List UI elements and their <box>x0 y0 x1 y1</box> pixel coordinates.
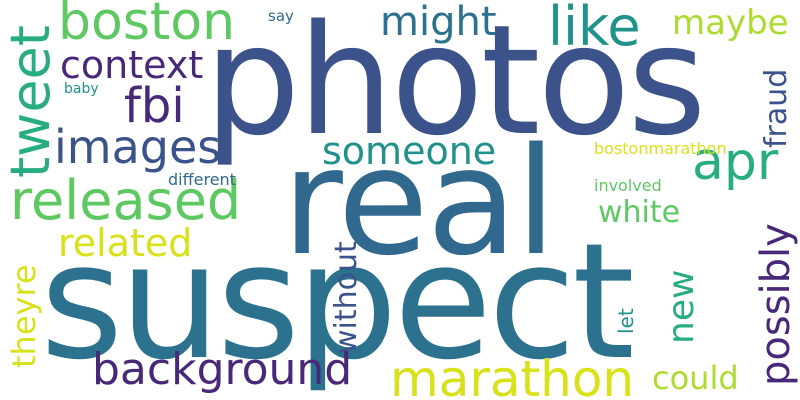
word-released: released <box>10 169 242 232</box>
word-baby: baby <box>64 81 99 97</box>
word-suspect: suspect <box>40 208 635 395</box>
word-context: context <box>60 43 204 87</box>
word-possibly: possibly <box>753 223 799 386</box>
word-tweet: tweet <box>0 25 62 178</box>
word-apr: apr <box>692 132 779 192</box>
word-someone: someone <box>322 129 497 173</box>
word-related: related <box>58 221 193 265</box>
word-fraud: fraud <box>759 68 794 148</box>
word-images: images <box>54 120 222 174</box>
word-photos: photos <box>204 0 707 169</box>
word-marathon: marathon <box>390 350 635 400</box>
word-could: could <box>652 359 739 397</box>
word-like: like <box>548 0 641 58</box>
word-white: white <box>598 195 681 230</box>
word-say: say <box>268 7 294 25</box>
word-theyre: theyre <box>5 264 43 368</box>
word-background: background <box>92 344 353 395</box>
word-different: different <box>168 170 236 189</box>
word-bostonmarathon: bostonmarathon <box>594 139 727 158</box>
word-fbi: fbi <box>124 78 185 134</box>
word-might: might <box>380 0 497 45</box>
word-boston: boston <box>58 0 236 52</box>
word-involved: involved <box>594 176 662 195</box>
word-new: new <box>661 269 702 344</box>
word-maybe: maybe <box>672 3 789 43</box>
word-let: let <box>614 308 638 334</box>
word-real: real <box>282 116 556 288</box>
word-without: without <box>329 241 364 354</box>
